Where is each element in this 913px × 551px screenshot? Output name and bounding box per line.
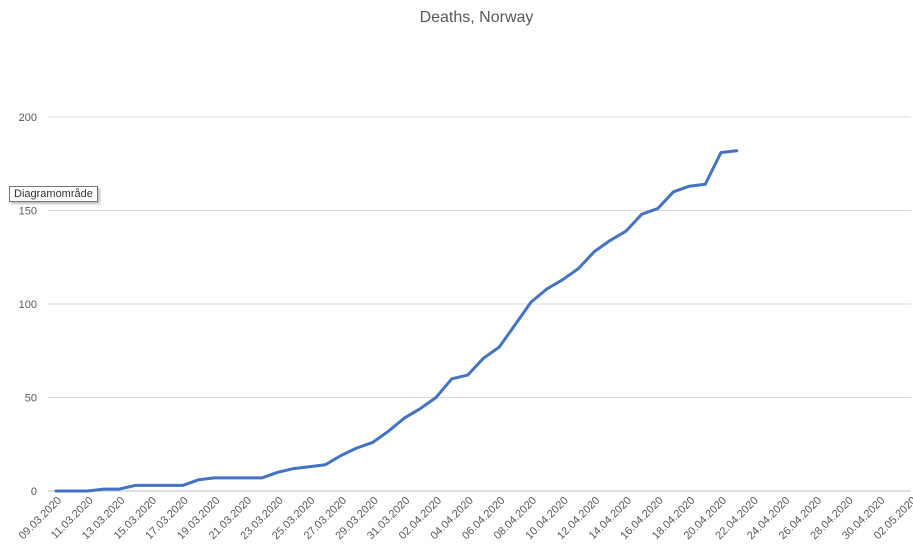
- y-tick-label: 200: [19, 112, 37, 124]
- y-tick-label: 150: [19, 206, 37, 218]
- series-line: [54, 149, 739, 493]
- y-tick-label: 0: [31, 486, 37, 498]
- y-tick-label: 100: [19, 299, 37, 311]
- chart-area-tooltip: Diagramområde: [9, 186, 98, 202]
- chart-title: Deaths, Norway: [419, 9, 534, 26]
- y-tick-label: 50: [25, 393, 37, 405]
